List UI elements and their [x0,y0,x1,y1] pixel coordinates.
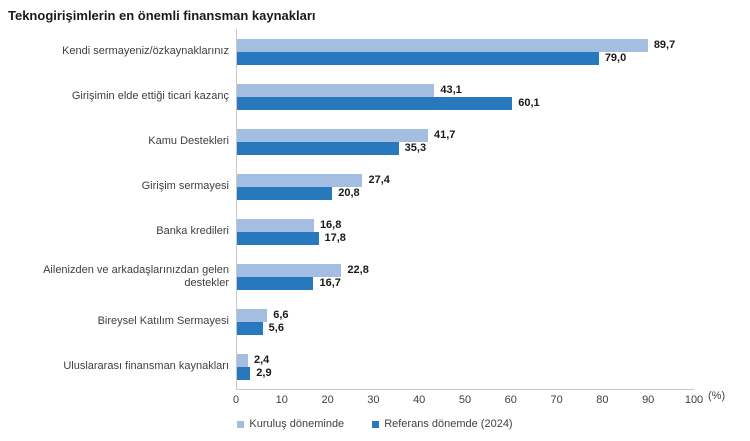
bar-kurulus-doneminde [237,353,248,367]
x-tick-label: 80 [596,394,609,406]
legend-item-referans-donemde: Referans dönemde (2024) [372,418,513,430]
value-label: 17,8 [324,232,346,244]
bar-group: 2,4 2,9 [236,344,695,389]
category-row: Girişim sermayesi 27,4 20,8 [8,164,742,209]
value-label: 6,6 [273,309,289,321]
category-row: Kamu Destekleri 41,7 35,3 [8,119,742,164]
value-label: 43,1 [440,84,462,96]
category-label: Girişimin elde ettiği ticari kazanç [71,90,229,103]
bar-group: 89,7 79,0 [236,29,695,74]
x-tick-label: 90 [642,394,655,406]
bar-referans-donemde [237,321,263,335]
value-label: 79,0 [604,52,627,64]
x-tick-label: 70 [550,394,563,406]
bar-group: 27,4 20,8 [236,164,695,209]
x-tick-label: 40 [413,394,426,406]
bar-kurulus-doneminde [237,128,428,142]
legend-label: Kuruluş döneminde [249,418,345,430]
bar-referans-donemde [237,231,319,245]
value-label: 35,3 [404,142,427,154]
value-label: 16,8 [319,219,342,231]
category-label: Banka kredileri [156,225,229,238]
category-label: Kamu Destekleri [148,135,229,148]
category-label: Kendi sermayeniz/özkaynaklarınız [62,45,229,58]
category-label: Uluslararası finansman kaynakları [63,360,229,373]
value-label: 27,4 [368,174,390,186]
value-label: 89,7 [653,39,676,51]
category-row: Banka kredileri 16,8 17,8 [8,209,742,254]
bar-group: 16,8 17,8 [236,209,695,254]
bar-group: 22,8 16,7 [236,254,695,299]
category-row: Girişimin elde ettiği ticari kazanç 43,1 6… [8,74,742,119]
bar-kurulus-doneminde [237,173,363,187]
bar-kurulus-doneminde [237,38,648,52]
plot-area: Kendi sermayeniz/özkaynaklarınız 89,7 79,0… [8,29,742,389]
x-tick-label: 0 [232,394,240,406]
category-label: Girişim sermayesi [141,180,229,193]
category-row: Kendi sermayeniz/özkaynaklarınız 89,7 79,0 [8,29,742,74]
legend-swatch-icon [237,420,245,428]
bar-group: 43,1 60,1 [236,74,695,119]
x-tick-label: 100 [684,394,704,406]
x-tick-label: 10 [275,394,288,406]
x-tick-label: 60 [504,394,517,406]
value-label: 41,7 [433,129,456,141]
bar-referans-donemde [237,51,599,65]
x-tick-label: 30 [367,394,380,406]
value-label: 60,1 [518,97,540,109]
value-label: 16,7 [319,277,341,289]
value-label: 2,9 [256,367,272,379]
legend-swatch-icon [372,420,380,428]
bar-referans-donemde [237,366,251,380]
value-label: 2,4 [253,354,270,366]
category-label: Ailenizden ve arkadaşlarınızdan gelen de… [43,263,229,289]
bar-referans-donemde [237,141,399,155]
legend: Kuruluş döneminde Referans dönemde (2024) [8,418,742,430]
bar-group: 6,6 5,6 [236,299,695,344]
axis-unit-label: (%) [708,390,726,402]
x-tick-label: 20 [321,394,334,406]
legend-label: Referans dönemde (2024) [384,418,513,430]
bar-group: 41,7 35,3 [236,119,695,164]
value-label: 20,8 [338,187,360,199]
chart-title: Teknogirişimlerin en önemli finansman ka… [8,8,316,23]
x-tick-label: 50 [458,394,472,406]
category-row: Bireysel Katılım Sermayesi 6,6 5,6 [8,299,742,344]
bar-kurulus-doneminde [237,308,268,322]
bar-kurulus-doneminde [237,263,342,277]
value-label: 22,8 [347,264,369,276]
category-row: Ailenizden ve arkadaşlarınızdan gelen de… [8,254,742,299]
bar-referans-donemde [237,186,333,200]
legend-item-kurulus-doneminde: Kuruluş döneminde [237,418,344,430]
category-label: Bireysel Katılım Sermayesi [97,315,229,328]
value-label: 5,6 [268,322,284,334]
bar-kurulus-doneminde [237,218,314,232]
bar-referans-donemde [237,276,314,290]
bar-referans-donemde [237,96,513,110]
bar-kurulus-doneminde [237,83,435,97]
x-axis: 0 10 20 30 40 50 60 70 80 90 100 (%) [232,389,725,408]
category-row: Uluslararası finansman kaynakları 2,4 2,9 [8,344,742,389]
